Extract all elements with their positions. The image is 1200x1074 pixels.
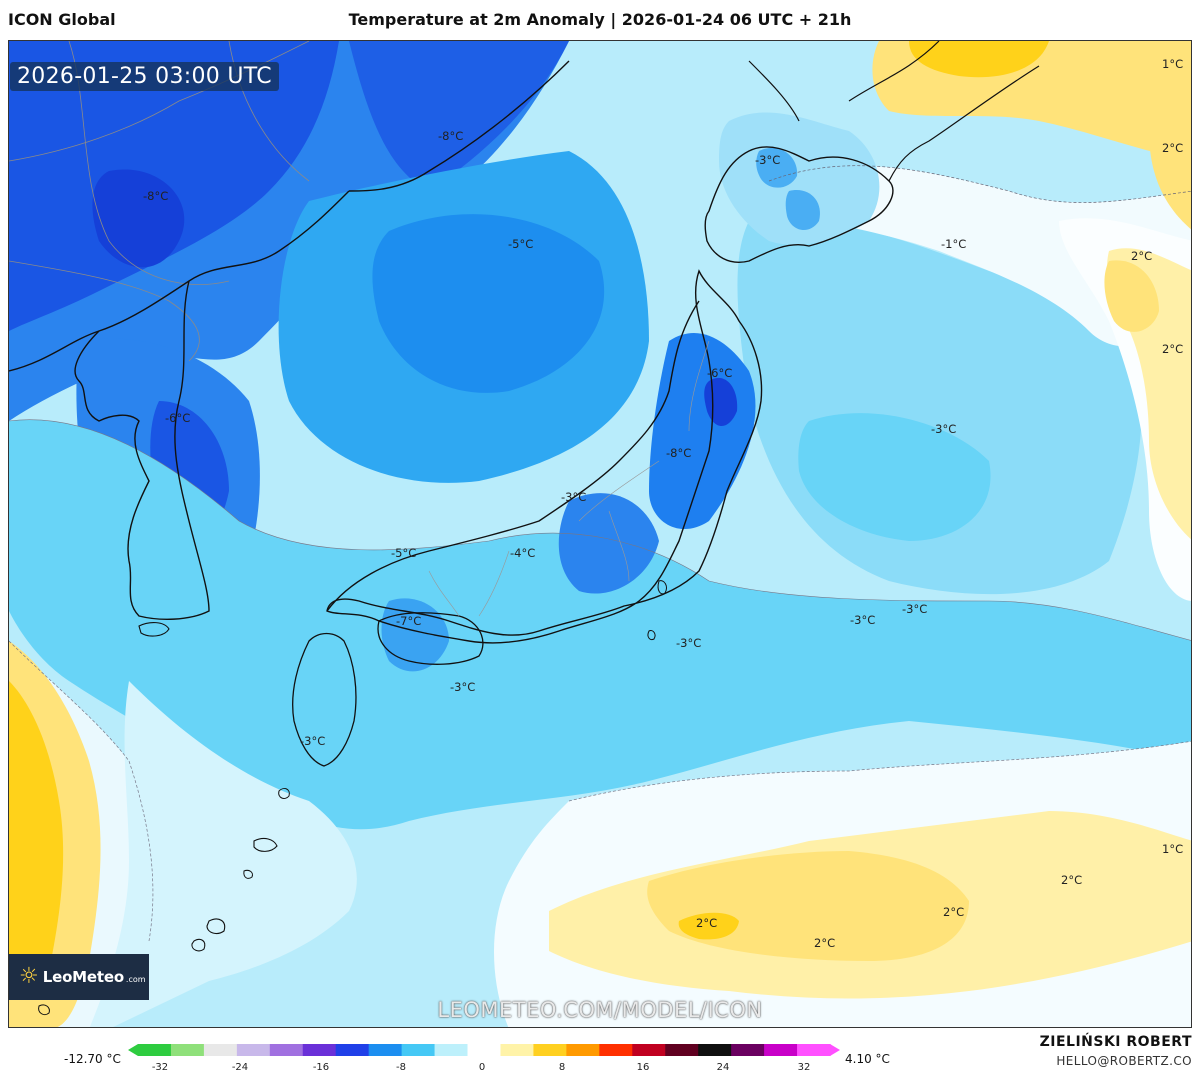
contour-label: 2°C	[814, 936, 836, 950]
contour-label: -3°C	[561, 490, 587, 504]
colorbar-swatch	[236, 1044, 271, 1056]
colorbar-swatch	[797, 1044, 831, 1056]
author-name: ZIELIŃSKI ROBERT	[1039, 1034, 1192, 1050]
colorbar-swatch	[434, 1044, 469, 1056]
contour-label: -6°C	[707, 366, 733, 380]
colorbar-low-arrow	[128, 1044, 138, 1056]
contour-label: 2°C	[696, 916, 718, 930]
colorbar-swatch	[170, 1044, 205, 1056]
chart-title: Temperature at 2m Anomaly | 2026-01-24 0…	[348, 10, 852, 29]
contour-label: 2°C	[1061, 873, 1083, 887]
contour-label: -3°C	[755, 153, 781, 167]
colorbar-tick: 32	[797, 1062, 811, 1073]
colorbar-min-label: -12.70 °C	[64, 1052, 121, 1066]
contour-label: 2°C	[1162, 342, 1184, 356]
colorbar-tick: -32	[151, 1062, 169, 1073]
contour-label: -5°C	[508, 237, 534, 251]
contour-label: 2°C	[943, 905, 965, 919]
colorbar-swatch	[269, 1044, 304, 1056]
contour-label: -3°C	[902, 602, 928, 616]
colorbar-swatch	[401, 1044, 436, 1056]
colorbar-swatch	[335, 1044, 370, 1056]
contour-label: 2°C	[1131, 249, 1153, 263]
sun-icon: ☼	[19, 964, 39, 989]
contour-label: -3°C	[676, 636, 702, 650]
contour-label: -3°C	[450, 680, 476, 694]
colorbar-swatch	[698, 1044, 732, 1056]
colorbar-swatch	[764, 1044, 798, 1056]
colorbar-tick: -16	[312, 1062, 330, 1073]
colorbar-swatch	[500, 1044, 535, 1056]
contour-label: -8°C	[666, 446, 692, 460]
model-name: ICON Global	[8, 10, 116, 29]
colorbar-swatch	[467, 1044, 502, 1056]
colorbar-tick: 0	[478, 1062, 486, 1073]
colorbar-high-arrow	[830, 1044, 840, 1056]
contour-label: -7°C	[396, 614, 422, 628]
logo-name: LeoMeteo	[42, 968, 124, 986]
map-field	[9, 41, 1191, 1027]
colorbar	[128, 1044, 840, 1056]
anomaly-map	[8, 40, 1192, 1028]
colorbar-tick: 8	[558, 1062, 566, 1073]
contour-label: 1°C	[1162, 842, 1184, 856]
colorbar-max-label: 4.10 °C	[845, 1052, 890, 1066]
colorbar-swatch	[302, 1044, 337, 1056]
colorbar-swatch	[632, 1044, 666, 1056]
colorbar-tick: -8	[396, 1062, 406, 1073]
logo-suffix: .com	[125, 975, 146, 984]
colorbar-swatch	[731, 1044, 765, 1056]
contour-label: -6°C	[165, 411, 191, 425]
colorbar-swatch	[533, 1044, 567, 1056]
colorbar-swatch	[368, 1044, 403, 1056]
colorbar-tick: -24	[231, 1062, 249, 1073]
contour-label: -3°C	[300, 734, 326, 748]
contour-label: -3°C	[931, 422, 957, 436]
colorbar-tick: 24	[716, 1062, 730, 1073]
contour-label: -8°C	[143, 189, 169, 203]
leometeo-logo: ☼ LeoMeteo .com	[9, 954, 149, 1000]
colorbar-swatch	[566, 1044, 600, 1056]
contour-label: -3°C	[850, 613, 876, 627]
colorbar-swatch	[665, 1044, 699, 1056]
colorbar-tick: 16	[636, 1062, 650, 1073]
contour-label: -8°C	[438, 129, 464, 143]
contour-label: 2°C	[1162, 141, 1184, 155]
colorbar-swatch	[599, 1044, 633, 1056]
author-email[interactable]: HELLO@ROBERTZ.CO	[1056, 1054, 1192, 1068]
contour-label: -5°C	[391, 546, 417, 560]
contour-label: -1°C	[941, 237, 967, 251]
colorbar-swatch	[203, 1044, 238, 1056]
watermark-url: LEOMETEO.COM/MODEL/ICON	[437, 998, 763, 1022]
contour-label: -4°C	[510, 546, 536, 560]
timestamp-badge: 2026-01-25 03:00 UTC	[10, 62, 279, 91]
colorbar-swatch	[138, 1044, 172, 1056]
contour-label: 1°C	[1162, 57, 1184, 71]
